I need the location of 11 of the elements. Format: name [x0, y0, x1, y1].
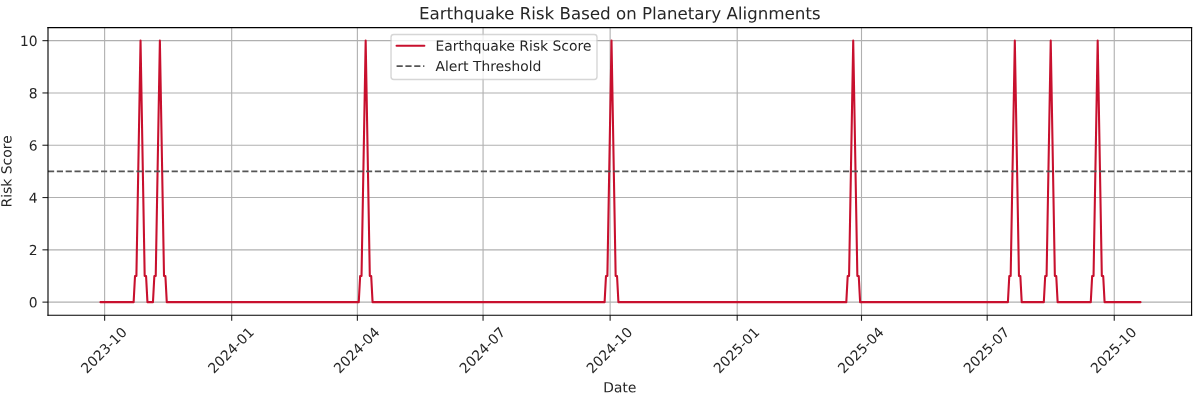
y-axis-title: Risk Score — [0, 136, 12, 207]
y-tick-label: 0 — [29, 297, 37, 308]
chart-title: Earthquake Risk Based on Planetary Alignments — [420, 6, 820, 23]
y-tick-label: 2 — [29, 244, 37, 256]
y-tick-label: 10 — [21, 35, 37, 47]
legend-label: Earthquake Risk Score — [436, 40, 591, 54]
y-tick-label: 4 — [29, 192, 37, 203]
legend-label: Alert Threshold — [435, 60, 541, 72]
y-tick-label: 8 — [29, 87, 37, 99]
x-axis-title: Date — [604, 382, 636, 393]
y-tick-label: 6 — [29, 140, 37, 151]
